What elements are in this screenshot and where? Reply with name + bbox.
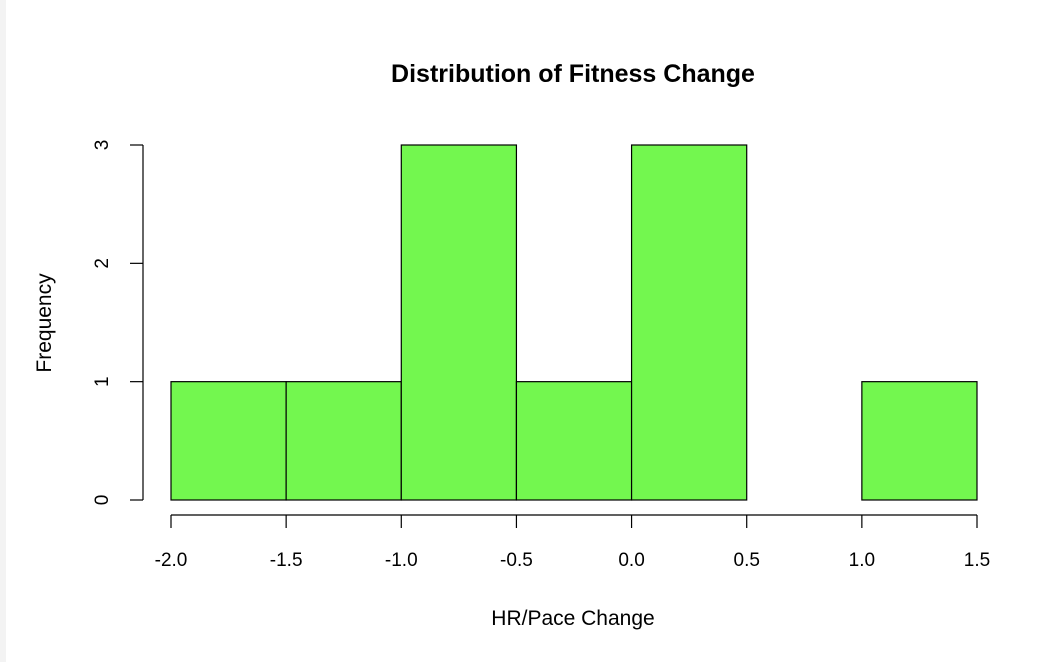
bars-group	[170, 144, 978, 501]
x-tick-label: 1.0	[849, 550, 875, 571]
x-tick-label: -1.0	[385, 550, 418, 571]
x-tick-label: -2.0	[155, 550, 188, 571]
x-tick-label: -0.5	[500, 550, 533, 571]
x-tick-label: 1.5	[964, 550, 990, 571]
chart-frame: Distribution of Fitness Change HR/Pace C…	[6, 0, 1046, 662]
y-axis-label: Frequency	[33, 273, 56, 373]
x-tick-label: 0.5	[734, 550, 760, 571]
histogram-bar	[861, 381, 978, 501]
y-axis: 0 1 2 3	[92, 140, 144, 506]
y-tick-label: 1	[92, 376, 113, 387]
histogram-bar	[515, 381, 633, 501]
x-axis: -2.0 -1.5 -1.0 -0.5 0.0 0.5 1.0 1.5	[155, 514, 990, 571]
histogram-bar	[630, 144, 748, 501]
y-tick-label: 2	[92, 258, 113, 269]
x-tick-label: 0.0	[618, 550, 644, 571]
x-axis-label: HR/Pace Change	[491, 607, 654, 630]
x-tick-label: -1.5	[270, 550, 303, 571]
histogram-bar	[400, 144, 518, 501]
y-tick-label: 0	[92, 495, 113, 506]
chart-title: Distribution of Fitness Change	[391, 60, 755, 88]
histogram-chart: Distribution of Fitness Change HR/Pace C…	[33, 60, 990, 630]
y-tick-label: 3	[92, 140, 113, 151]
histogram-bar	[285, 381, 402, 501]
histogram-bar	[170, 381, 287, 501]
